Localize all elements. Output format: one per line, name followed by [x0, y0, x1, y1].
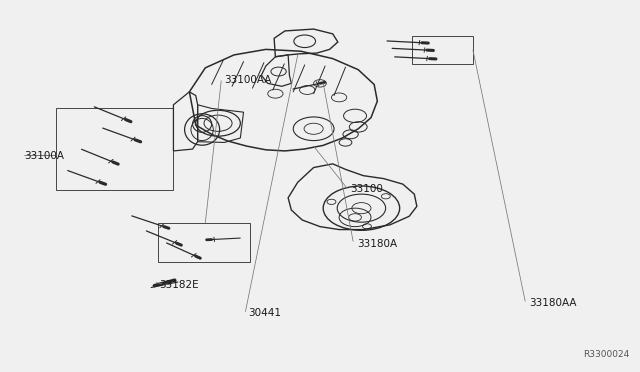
Text: 33100AA: 33100AA [225, 75, 272, 85]
Text: 33182E: 33182E [159, 280, 199, 290]
Text: 33100A: 33100A [24, 151, 64, 161]
Text: R3300024: R3300024 [583, 350, 629, 359]
Text: 33180A: 33180A [357, 239, 397, 249]
Text: 33100: 33100 [351, 184, 383, 194]
Text: 30441: 30441 [248, 308, 282, 318]
Text: 33180AA: 33180AA [529, 298, 577, 308]
